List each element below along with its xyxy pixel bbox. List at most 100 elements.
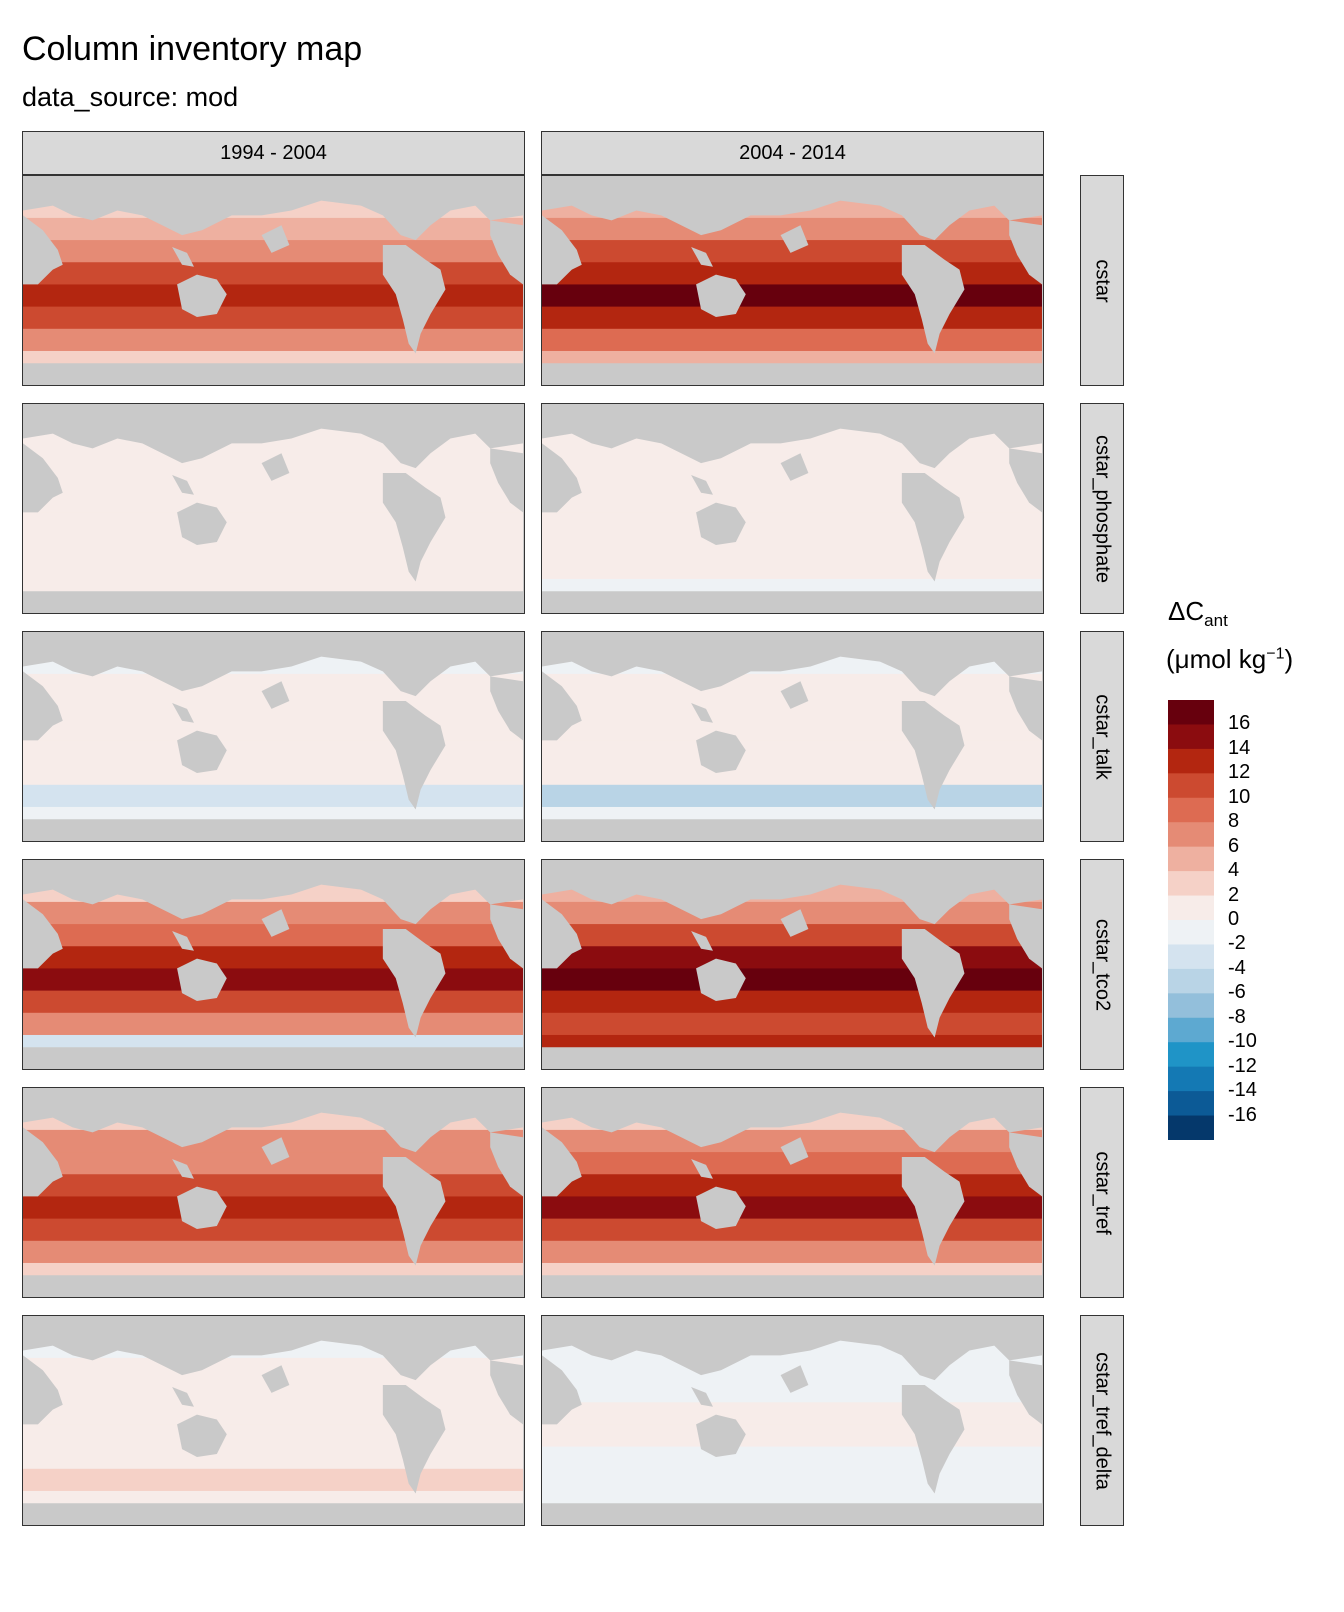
legend-bin xyxy=(1168,1042,1214,1068)
facet-row-strip: cstar_phosphate xyxy=(1080,403,1124,614)
map-panel xyxy=(22,631,525,842)
land-mass xyxy=(490,904,523,969)
land-mass xyxy=(490,448,523,513)
land-mass xyxy=(542,1047,1042,1068)
facet-row-strip: cstar xyxy=(1080,175,1124,386)
facet-row-strip: cstar_tref_delta xyxy=(1080,1315,1124,1526)
land-mass xyxy=(780,1365,809,1393)
map-panel xyxy=(22,859,525,1070)
land-mass xyxy=(696,1186,746,1229)
land-mass xyxy=(23,363,523,384)
value-band xyxy=(542,718,1042,741)
value-band xyxy=(23,946,523,969)
land-mass xyxy=(23,215,63,285)
legend-tick-label: 12 xyxy=(1228,761,1251,784)
value-band xyxy=(23,328,523,352)
legend-title: ΔCant xyxy=(1168,596,1228,631)
value-band xyxy=(542,1218,1042,1242)
value-band xyxy=(23,1196,523,1220)
legend-tick-label: 2 xyxy=(1228,883,1240,906)
land-mass xyxy=(1009,1360,1042,1425)
value-band xyxy=(542,968,1042,992)
value-band xyxy=(23,1402,523,1425)
land-mass xyxy=(696,502,746,545)
land-mass xyxy=(1009,220,1042,285)
value-band xyxy=(542,556,1042,580)
land-mass xyxy=(1009,676,1042,741)
land-mass xyxy=(901,701,965,810)
land-mass xyxy=(172,1158,194,1179)
value-band xyxy=(23,718,523,741)
land-mass xyxy=(23,632,523,697)
value-band xyxy=(23,490,523,513)
land-mass xyxy=(23,1127,63,1197)
land-mass xyxy=(901,1385,965,1494)
value-band xyxy=(542,1240,1042,1264)
legend-bin xyxy=(1168,797,1214,823)
land-mass xyxy=(542,1127,582,1197)
land-mass xyxy=(23,176,523,241)
land-mass xyxy=(542,819,1042,840)
land-mass xyxy=(490,676,523,741)
land-mass xyxy=(23,671,63,741)
land-mass xyxy=(23,1316,523,1381)
value-band xyxy=(23,1218,523,1242)
value-band xyxy=(23,968,523,992)
value-band xyxy=(23,1174,523,1197)
legend-bin xyxy=(1168,871,1214,897)
land-mass xyxy=(172,474,194,495)
value-band xyxy=(542,946,1042,969)
facet-row-strip: cstar_talk xyxy=(1080,631,1124,842)
legend-bin xyxy=(1168,748,1214,774)
value-band xyxy=(23,1424,523,1448)
land-mass xyxy=(261,681,290,709)
legend-bin xyxy=(1168,1017,1214,1043)
land-mass xyxy=(901,473,965,582)
land-mass xyxy=(382,1157,446,1266)
legend-colorbar xyxy=(1168,700,1214,1140)
value-band xyxy=(542,990,1042,1014)
legend-tick-label: 4 xyxy=(1228,859,1240,882)
land-mass xyxy=(172,702,194,723)
land-mass xyxy=(696,730,746,773)
chart-title: Column inventory map xyxy=(22,30,363,68)
value-band xyxy=(23,534,523,558)
legend-tick-label: -2 xyxy=(1228,932,1246,955)
facet-row-strip: cstar_tref xyxy=(1080,1087,1124,1298)
land-mass xyxy=(490,1132,523,1197)
land-mass xyxy=(261,225,290,253)
map-panel xyxy=(541,403,1044,614)
land-mass xyxy=(177,730,227,773)
land-mass xyxy=(261,909,290,937)
value-band xyxy=(23,1446,523,1470)
land-mass xyxy=(490,1360,523,1425)
map-panel xyxy=(541,859,1044,1070)
land-mass xyxy=(177,274,227,317)
map-panel xyxy=(22,1087,525,1298)
legend-tick-label: 14 xyxy=(1228,736,1251,759)
map-panel xyxy=(541,1315,1044,1526)
legend-bin xyxy=(1168,1091,1214,1117)
legend-unit: (μmol kg−1) xyxy=(1166,644,1294,674)
land-mass xyxy=(23,1047,523,1068)
value-band xyxy=(542,762,1042,786)
legend-tick-label: 6 xyxy=(1228,834,1240,857)
legend-tick-label: -14 xyxy=(1228,1079,1257,1102)
land-mass xyxy=(542,404,1042,469)
land-mass xyxy=(780,909,809,937)
legend-bin xyxy=(1168,822,1214,848)
value-band xyxy=(542,284,1042,308)
land-mass xyxy=(177,1186,227,1229)
land-mass xyxy=(177,502,227,545)
value-band xyxy=(542,740,1042,764)
land-mass xyxy=(23,1088,523,1153)
land-mass xyxy=(691,1158,713,1179)
land-mass xyxy=(780,1137,809,1165)
facet-column-label-1: 1994 - 2004 xyxy=(22,131,525,175)
land-mass xyxy=(382,929,446,1038)
value-band xyxy=(542,328,1042,352)
land-mass xyxy=(23,1355,63,1425)
land-mass xyxy=(691,930,713,951)
value-band xyxy=(542,1446,1042,1470)
land-mass xyxy=(542,1316,1042,1381)
